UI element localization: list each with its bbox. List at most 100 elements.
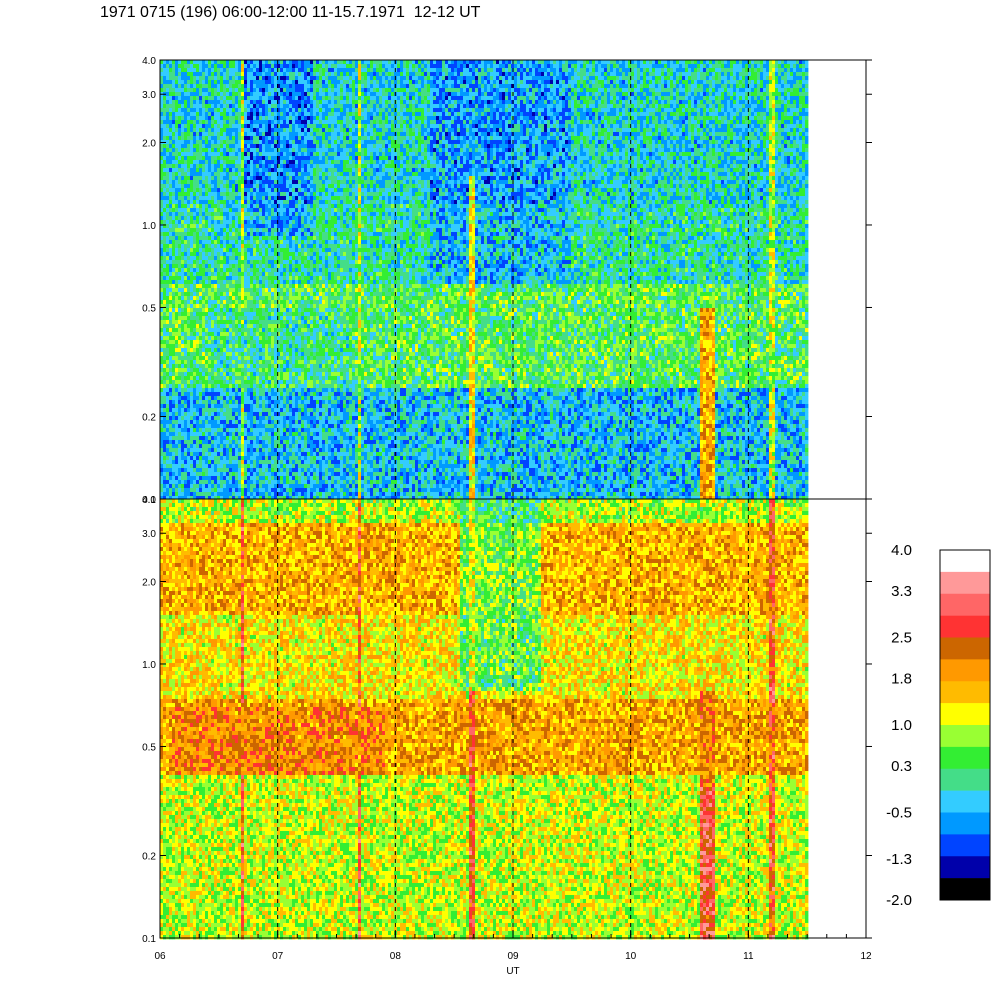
heatmap-cell — [205, 328, 208, 332]
heatmap-cell — [190, 328, 193, 332]
heatmap-cell — [205, 88, 208, 92]
heatmap-cell — [196, 316, 199, 320]
heatmap-cell — [166, 392, 169, 396]
heatmap-cell — [166, 364, 169, 368]
heatmap-cell — [199, 472, 202, 476]
heatmap-cell — [202, 196, 205, 200]
heatmap-cell — [193, 232, 196, 236]
heatmap-cell — [202, 148, 205, 152]
heatmap-cell — [160, 320, 163, 324]
heatmap-cell — [190, 268, 193, 272]
heatmap-cell — [163, 352, 166, 356]
heatmap-cell — [190, 256, 193, 260]
heatmap-cell — [172, 264, 175, 268]
heatmap-cell — [166, 84, 169, 88]
heatmap-cell — [175, 120, 178, 124]
heatmap-cell — [178, 476, 181, 480]
heatmap-cell — [220, 288, 223, 292]
heatmap-cell — [208, 384, 211, 388]
heatmap-cell — [190, 424, 193, 428]
heatmap-cell — [217, 224, 220, 228]
heatmap-cell — [223, 88, 226, 92]
heatmap-cell — [178, 416, 181, 420]
heatmap-cell — [169, 484, 172, 488]
heatmap-cell — [199, 252, 202, 256]
heatmap-cell — [166, 60, 169, 64]
heatmap-cell — [166, 332, 169, 336]
heatmap-cell — [178, 480, 181, 484]
heatmap-cell — [178, 324, 181, 328]
heatmap-cell — [175, 140, 178, 144]
heatmap-cell — [214, 184, 217, 188]
heatmap-cell — [223, 136, 226, 140]
heatmap-cell — [181, 420, 184, 424]
heatmap-cell — [184, 448, 187, 452]
heatmap-cell — [217, 92, 220, 96]
heatmap-cell — [175, 368, 178, 372]
heatmap-cell — [169, 212, 172, 216]
heatmap-cell — [163, 428, 166, 432]
heatmap-cell — [208, 288, 211, 292]
heatmap-cell — [196, 452, 199, 456]
heatmap-cell — [163, 212, 166, 216]
heatmap-cell — [214, 396, 217, 400]
heatmap-cell — [208, 160, 211, 164]
heatmap-cell — [220, 184, 223, 188]
heatmap-cell — [163, 276, 166, 280]
heatmap-cell — [184, 344, 187, 348]
heatmap-cell — [193, 272, 196, 276]
heatmap-cell — [208, 436, 211, 440]
heatmap-cell — [163, 396, 166, 400]
heatmap-cell — [217, 72, 220, 76]
heatmap-cell — [217, 128, 220, 132]
heatmap-cell — [205, 436, 208, 440]
heatmap-cell — [199, 256, 202, 260]
heatmap-cell — [199, 232, 202, 236]
heatmap-cell — [202, 436, 205, 440]
heatmap-cell — [178, 432, 181, 436]
heatmap-cell — [163, 136, 166, 140]
heatmap-cell — [196, 360, 199, 364]
heatmap-cell — [214, 312, 217, 316]
heatmap-cell — [190, 128, 193, 132]
heatmap-cell — [220, 108, 223, 112]
heatmap-cell — [226, 152, 229, 156]
heatmap-cell — [223, 232, 226, 236]
heatmap-cell — [169, 308, 172, 312]
heatmap-cell — [169, 172, 172, 176]
heatmap-cell — [169, 300, 172, 304]
heatmap-cell — [163, 420, 166, 424]
heatmap-cell — [199, 288, 202, 292]
heatmap-cell — [199, 116, 202, 120]
heatmap-cell — [205, 108, 208, 112]
heatmap-cell — [199, 72, 202, 76]
heatmap-cell — [187, 240, 190, 244]
heatmap-cell — [163, 268, 166, 272]
heatmap-cell — [175, 360, 178, 364]
heatmap-cell — [226, 84, 229, 88]
heatmap-cell — [178, 488, 181, 492]
heatmap-cell — [169, 492, 172, 496]
heatmap-cell — [199, 76, 202, 80]
heatmap-cell — [223, 172, 226, 176]
heatmap-cell — [205, 344, 208, 348]
heatmap-cell — [208, 452, 211, 456]
heatmap-cell — [187, 468, 190, 472]
heatmap-cell — [184, 280, 187, 284]
heatmap-cell — [214, 152, 217, 156]
heatmap-cell — [205, 440, 208, 444]
heatmap-cell — [220, 260, 223, 264]
heatmap-cell — [181, 68, 184, 72]
heatmap-cell — [196, 432, 199, 436]
heatmap-cell — [211, 364, 214, 368]
heatmap-cell — [190, 376, 193, 380]
heatmap-cell — [175, 468, 178, 472]
heatmap-cell — [220, 388, 223, 392]
heatmap-cell — [181, 132, 184, 136]
heatmap-cell — [205, 280, 208, 284]
heatmap-cell — [196, 164, 199, 168]
heatmap-cell — [166, 388, 169, 392]
heatmap-cell — [178, 396, 181, 400]
heatmap-cell — [208, 204, 211, 208]
heatmap-cell — [190, 120, 193, 124]
